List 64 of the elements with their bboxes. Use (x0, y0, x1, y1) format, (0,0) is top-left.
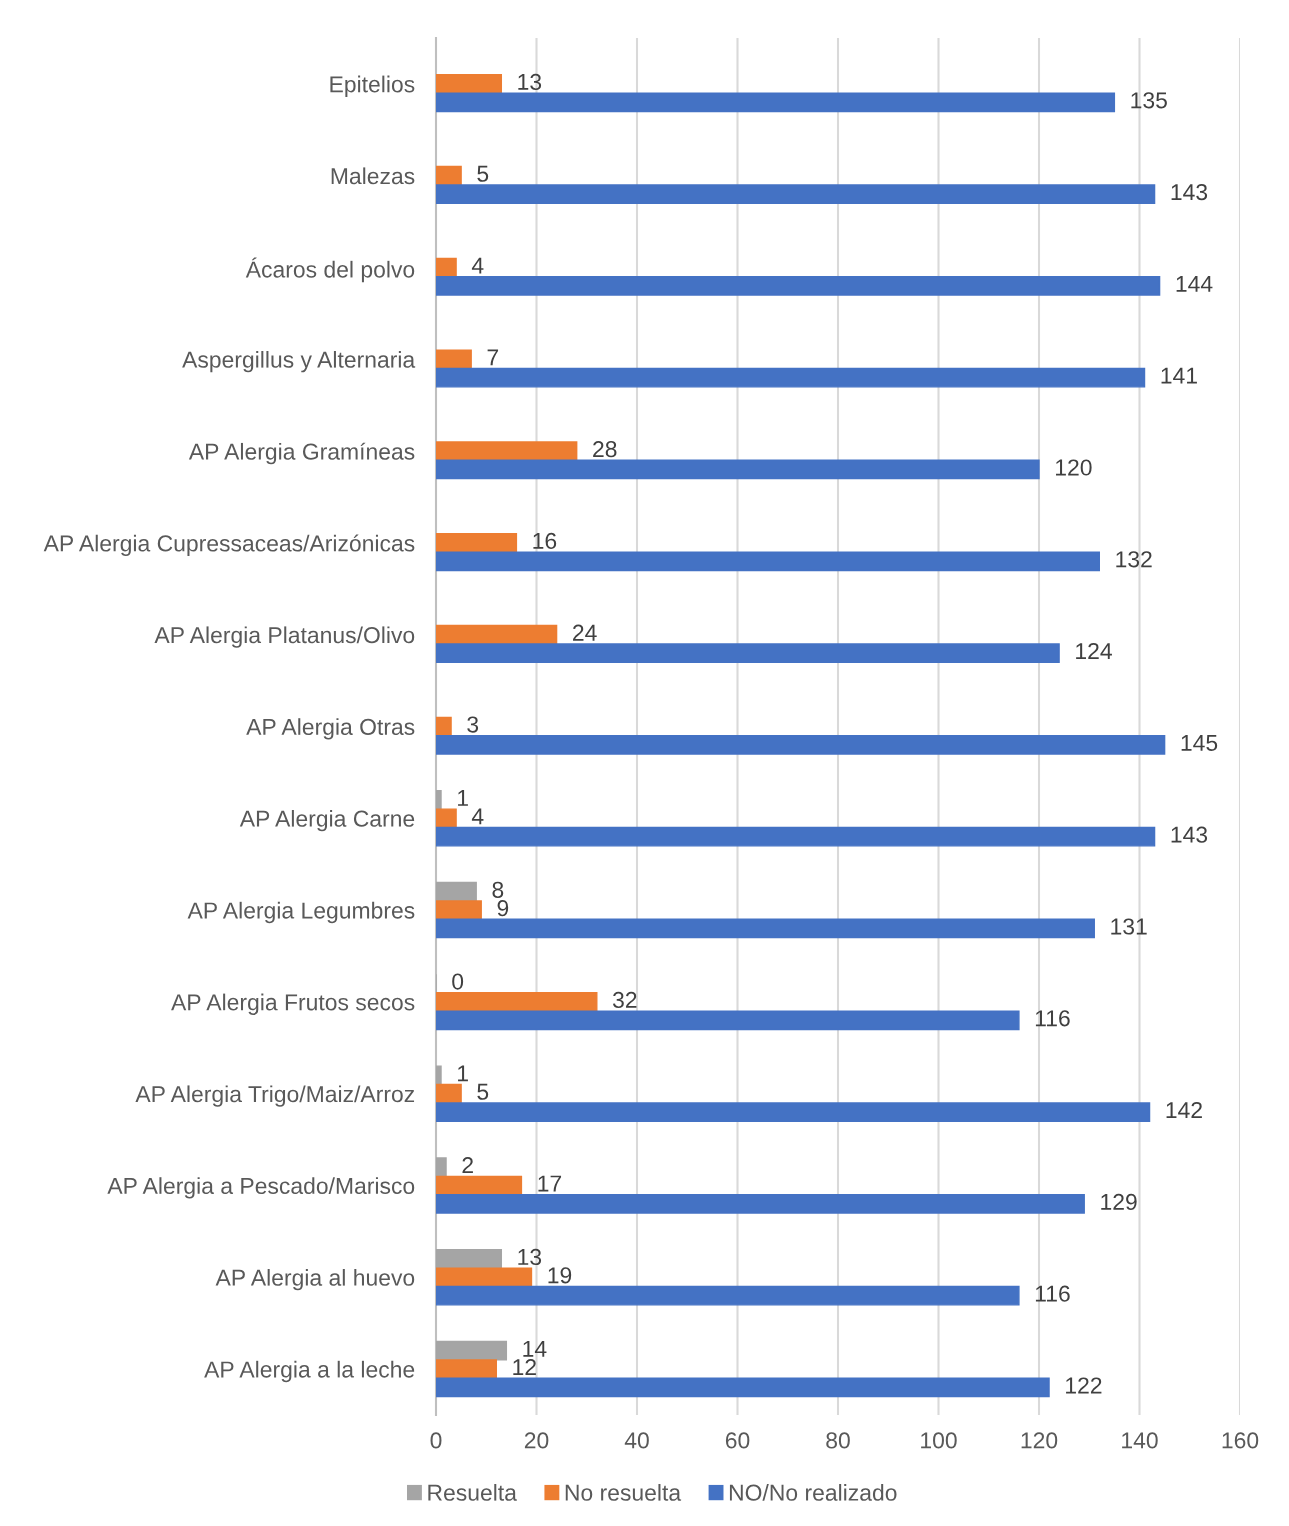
data-label: 32 (612, 991, 637, 1009)
data-label: 5 (477, 165, 489, 182)
y-tick-label: AP Alergia Frutos secos (171, 993, 415, 1015)
x-tick-label: 160 (1222, 1432, 1259, 1449)
data-label: 116 (1035, 1285, 1070, 1302)
data-label: 0 (452, 973, 464, 990)
y-tick-label: AP Alergia Platanus/Olivo (154, 626, 415, 648)
data-label: 5 (477, 1083, 489, 1100)
y-tick-label: AP Alergia Cupressaceas/Arizónicas (43, 534, 415, 557)
data-label: 145 (1181, 735, 1218, 752)
data-label: 8 (492, 881, 504, 898)
data-label: 1 (458, 1065, 468, 1082)
legend-label: Resuelta (428, 1484, 517, 1501)
data-label: 28 (593, 441, 617, 458)
data-label: 7 (487, 349, 499, 366)
legend-label: No resuelta (565, 1484, 682, 1501)
data-label: 132 (1116, 551, 1152, 568)
data-label: 120 (1056, 459, 1092, 476)
data-label: 19 (548, 1267, 572, 1284)
x-tick-label: 60 (725, 1432, 750, 1449)
data-label: 17 (538, 1175, 562, 1192)
y-tick-label: Malezas (331, 167, 415, 185)
data-label: 16 (533, 532, 557, 550)
data-label: 13 (518, 73, 542, 91)
data-label: 116 (1035, 1010, 1070, 1027)
data-label: 12 (513, 1359, 536, 1376)
x-tick-label: 140 (1122, 1432, 1158, 1449)
y-tick-label: Epitelios (330, 75, 415, 97)
data-label: 14 (523, 1340, 547, 1357)
data-label: 143 (1171, 183, 1208, 201)
y-tick-label: AP Alergia al huevo (215, 1269, 415, 1291)
x-tick-label: 80 (826, 1432, 850, 1449)
data-label: 4 (471, 808, 484, 825)
data-label: 141 (1161, 367, 1197, 384)
data-label: 129 (1101, 1193, 1137, 1211)
data-label: 124 (1076, 642, 1112, 659)
x-tick-label: 40 (624, 1432, 649, 1449)
y-tick-label: AP Alergia Carne (239, 810, 415, 832)
data-label: 4 (471, 257, 484, 274)
data-label: 143 (1171, 826, 1208, 843)
data-label: 3 (467, 716, 479, 733)
data-label: 13 (518, 1248, 542, 1266)
data-label: 2 (462, 1157, 473, 1174)
y-tick-label: AP Alergia Gramíneas (188, 442, 415, 465)
data-label: 9 (497, 900, 509, 917)
data-label: 142 (1166, 1101, 1202, 1118)
data-label: 1 (458, 790, 468, 806)
y-tick-label: AP Alergia Legumbres (187, 901, 415, 924)
data-label: 24 (573, 624, 597, 641)
y-tick-label: AP Alergia Trigo/Maiz/Arroz (135, 1085, 415, 1107)
y-tick-label: AP Alergia a la leche (204, 1360, 415, 1383)
x-tick-label: 100 (921, 1432, 957, 1449)
y-tick-label: AP Alergia a Pescado/Marisco (107, 1177, 415, 1199)
legend-label: NO/No realizado (729, 1484, 897, 1501)
x-tick-label: 20 (524, 1432, 549, 1449)
y-tick-label: AP Alergia Otras (246, 718, 415, 740)
data-label: 131 (1111, 918, 1147, 935)
y-tick-label: Ácaros del polvo (245, 257, 415, 283)
y-tick-label: Aspergillus y Alternaria (182, 351, 416, 373)
x-tick-label: 0 (430, 1432, 442, 1449)
data-label: 135 (1131, 92, 1167, 109)
x-tick-label: 120 (1021, 1432, 1058, 1449)
data-label: 144 (1176, 276, 1213, 292)
data-label: 122 (1066, 1377, 1102, 1394)
